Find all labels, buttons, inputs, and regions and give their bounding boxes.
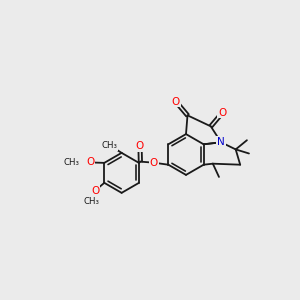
Text: CH₃: CH₃ — [83, 196, 99, 206]
Text: N: N — [217, 137, 225, 147]
Text: O: O — [136, 141, 144, 151]
Text: O: O — [86, 158, 94, 167]
Text: O: O — [91, 186, 99, 196]
Text: O: O — [218, 108, 226, 118]
Text: O: O — [149, 158, 158, 168]
Text: O: O — [172, 97, 180, 106]
Text: CH₃: CH₃ — [101, 141, 117, 150]
Text: CH₃: CH₃ — [64, 158, 80, 167]
Text: O: O — [106, 141, 115, 151]
